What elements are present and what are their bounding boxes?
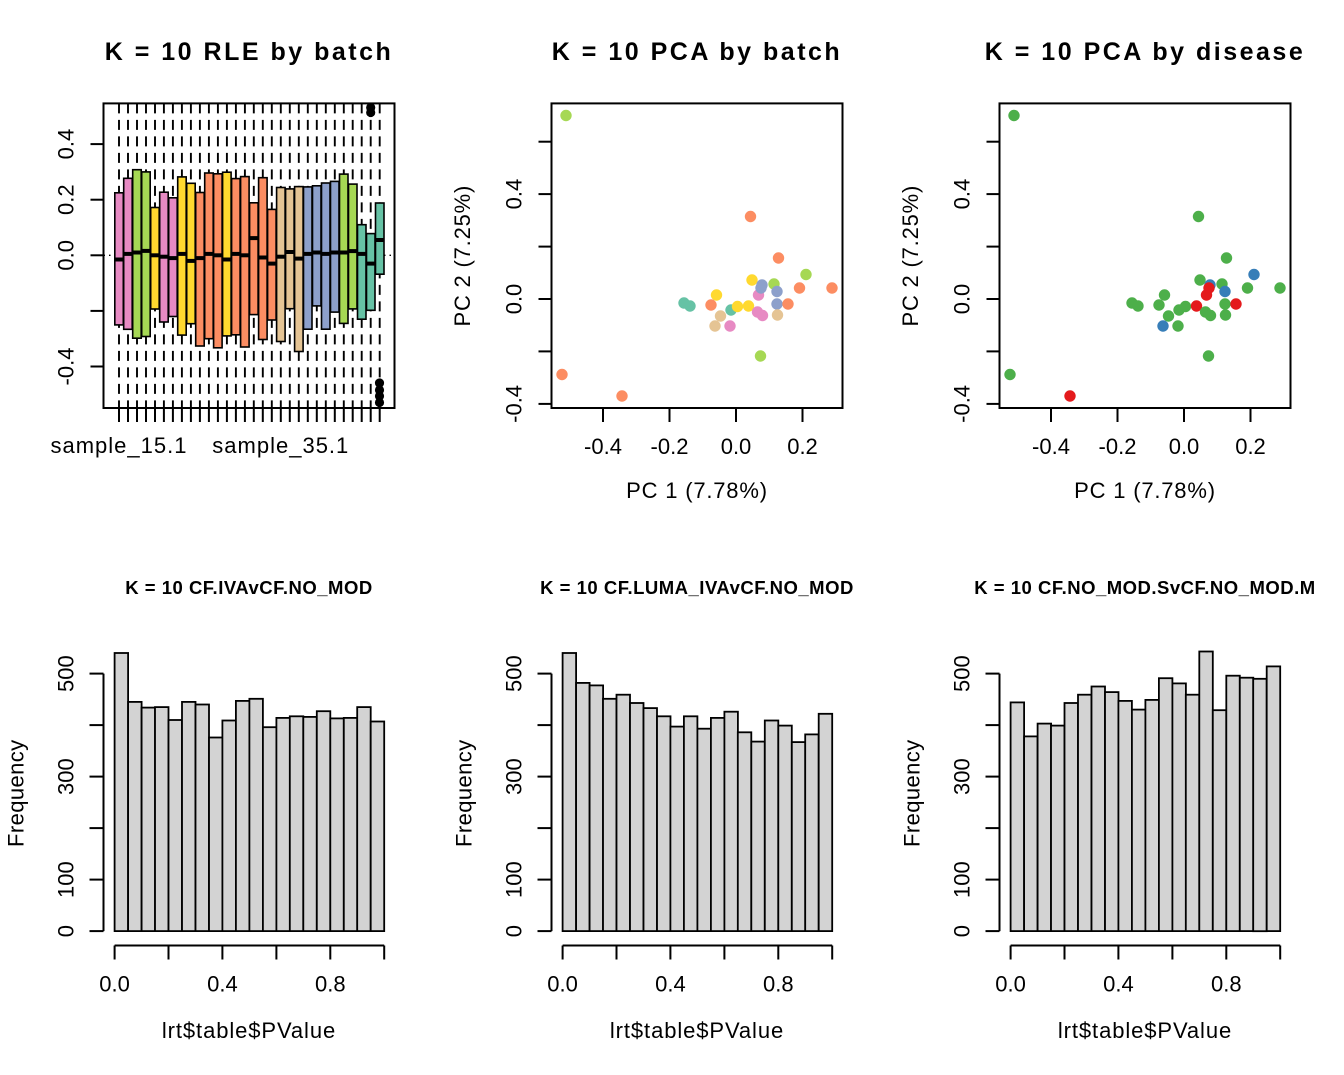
svg-text:0.0: 0.0 [54, 240, 79, 271]
svg-text:300: 300 [54, 758, 79, 795]
svg-text:K = 10 CF.IVAvCF.NO_MOD: K = 10 CF.IVAvCF.NO_MOD [125, 577, 372, 598]
svg-text:K = 10 CF.LUMA_IVAvCF.NO_MOD: K = 10 CF.LUMA_IVAvCF.NO_MOD [540, 577, 854, 598]
svg-text:0: 0 [54, 925, 79, 937]
svg-text:-0.4: -0.4 [584, 434, 622, 459]
svg-text:PC 2 (7.25%): PC 2 (7.25%) [450, 185, 475, 327]
svg-text:0: 0 [950, 925, 975, 937]
svg-text:0: 0 [502, 925, 527, 937]
svg-text:0.4: 0.4 [1103, 971, 1134, 996]
svg-text:100: 100 [950, 861, 975, 898]
svg-text:K = 10 CF.NO_MOD.SvCF.NO_MOD.M: K = 10 CF.NO_MOD.SvCF.NO_MOD.M [974, 577, 1315, 598]
svg-text:500: 500 [54, 655, 79, 692]
svg-text:K = 10 PCA by disease: K = 10 PCA by disease [985, 38, 1305, 66]
svg-text:-0.4: -0.4 [950, 385, 975, 423]
svg-text:300: 300 [502, 758, 527, 795]
svg-text:0.0: 0.0 [995, 971, 1026, 996]
svg-text:0.2: 0.2 [54, 184, 79, 215]
svg-text:0.4: 0.4 [54, 129, 79, 160]
svg-text:PC 2 (7.25%): PC 2 (7.25%) [898, 185, 923, 327]
svg-text:500: 500 [502, 655, 527, 692]
svg-text:0.4: 0.4 [207, 971, 238, 996]
svg-text:0.2: 0.2 [787, 434, 818, 459]
svg-text:PC 1 (7.78%): PC 1 (7.78%) [626, 478, 768, 503]
svg-text:0.8: 0.8 [763, 971, 794, 996]
svg-text:-0.4: -0.4 [54, 348, 79, 386]
svg-text:-0.2: -0.2 [1099, 434, 1137, 459]
svg-text:0.0: 0.0 [721, 434, 752, 459]
svg-text:0.0: 0.0 [99, 971, 130, 996]
svg-text:sample_35.1: sample_35.1 [212, 433, 349, 458]
svg-text:0.0: 0.0 [1169, 434, 1200, 459]
svg-text:Frequency: Frequency [900, 739, 925, 847]
svg-text:0.4: 0.4 [502, 179, 527, 210]
svg-text:Frequency: Frequency [452, 739, 477, 847]
svg-text:0.0: 0.0 [502, 284, 527, 315]
svg-text:0.8: 0.8 [315, 971, 346, 996]
svg-text:sample_15.1: sample_15.1 [51, 433, 188, 458]
svg-text:lrt$table$PValue: lrt$table$PValue [610, 1018, 784, 1043]
svg-text:100: 100 [502, 861, 527, 898]
svg-text:500: 500 [950, 655, 975, 692]
svg-text:lrt$table$PValue: lrt$table$PValue [162, 1018, 336, 1043]
svg-text:0.4: 0.4 [655, 971, 686, 996]
svg-text:0.8: 0.8 [1211, 971, 1242, 996]
svg-text:K = 10 RLE by batch: K = 10 RLE by batch [105, 38, 394, 66]
svg-text:100: 100 [54, 861, 79, 898]
svg-text:0.4: 0.4 [950, 179, 975, 210]
svg-text:lrt$table$PValue: lrt$table$PValue [1058, 1018, 1232, 1043]
svg-text:-0.4: -0.4 [1032, 434, 1070, 459]
svg-text:-0.4: -0.4 [502, 385, 527, 423]
svg-text:K = 10 PCA by batch: K = 10 PCA by batch [552, 38, 842, 66]
svg-text:-0.2: -0.2 [651, 434, 689, 459]
svg-text:0.0: 0.0 [547, 971, 578, 996]
svg-text:PC 1 (7.78%): PC 1 (7.78%) [1074, 478, 1216, 503]
svg-text:Frequency: Frequency [4, 739, 29, 847]
svg-text:300: 300 [950, 758, 975, 795]
svg-text:0.2: 0.2 [1235, 434, 1266, 459]
svg-text:0.0: 0.0 [950, 284, 975, 315]
